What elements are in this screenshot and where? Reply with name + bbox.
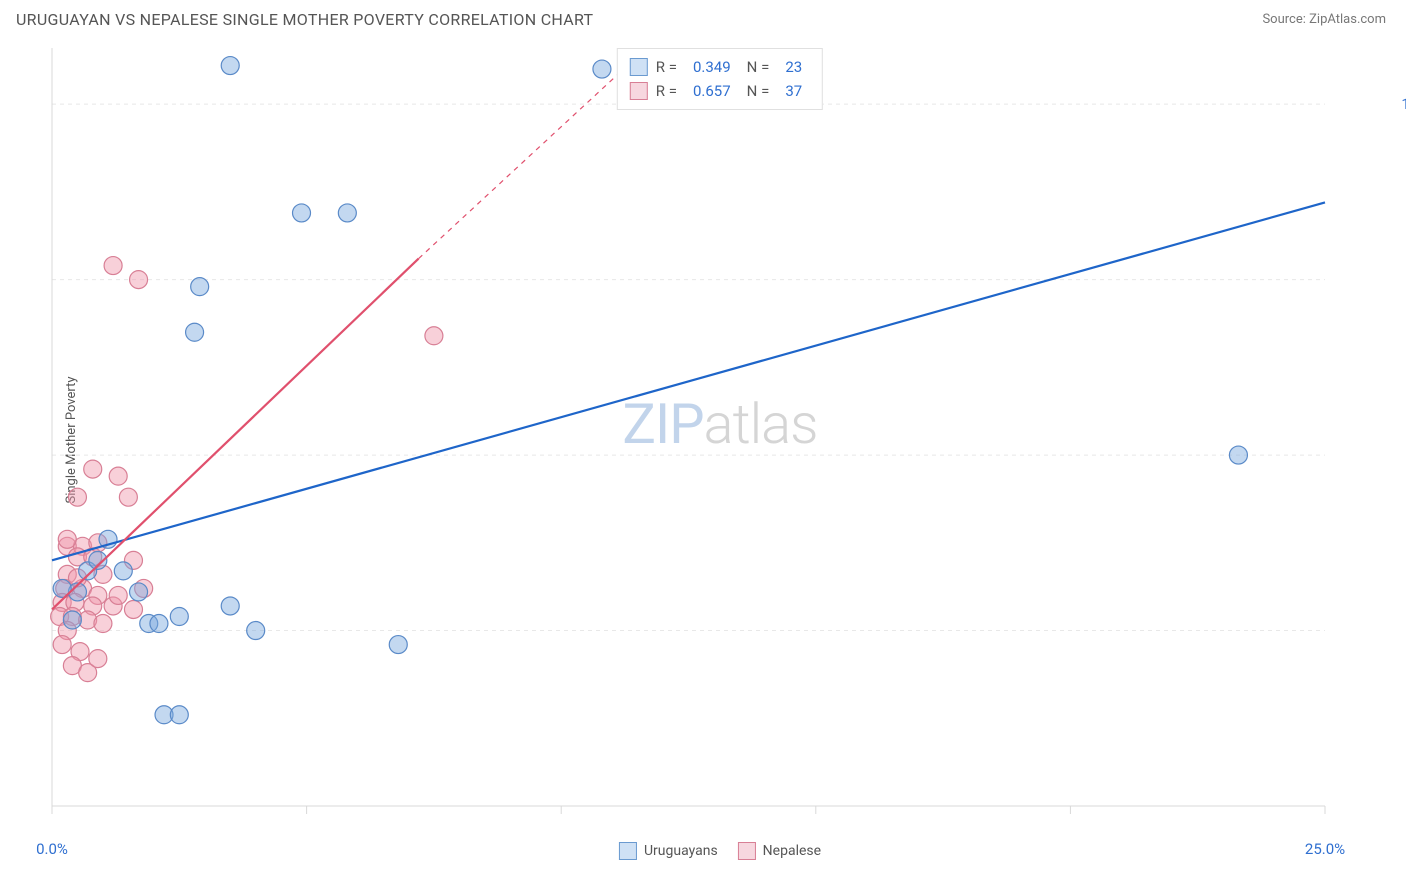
chart-title: URUGUAYAN VS NEPALESE SINGLE MOTHER POVE… [16, 10, 593, 29]
legend-row-nepalese: R = 0.657 N = 37 [630, 79, 810, 103]
scatter-plot [50, 44, 1390, 836]
swatch-nepalese-icon [738, 842, 756, 860]
swatch-uruguayans [630, 58, 648, 76]
swatch-uruguayans-icon [619, 842, 637, 860]
legend-row-uruguayans: R = 0.349 N = 23 [630, 55, 810, 79]
correlation-legend: R = 0.349 N = 23 R = 0.657 N = 37 [617, 48, 823, 110]
x-tick-label: 25.0% [1305, 840, 1345, 858]
source-citation: Source: ZipAtlas.com [1262, 12, 1386, 27]
x-tick-label: 0.0% [36, 840, 68, 858]
chart-area: Single Mother Poverty ZIPatlas R = 0.349… [50, 44, 1390, 836]
legend-item-nepalese: Nepalese [738, 842, 821, 860]
legend-item-uruguayans: Uruguayans [619, 842, 718, 860]
y-tick-label: 100.0% [1401, 95, 1406, 113]
series-legend: Uruguayans Nepalese [619, 842, 821, 860]
swatch-nepalese [630, 82, 648, 100]
